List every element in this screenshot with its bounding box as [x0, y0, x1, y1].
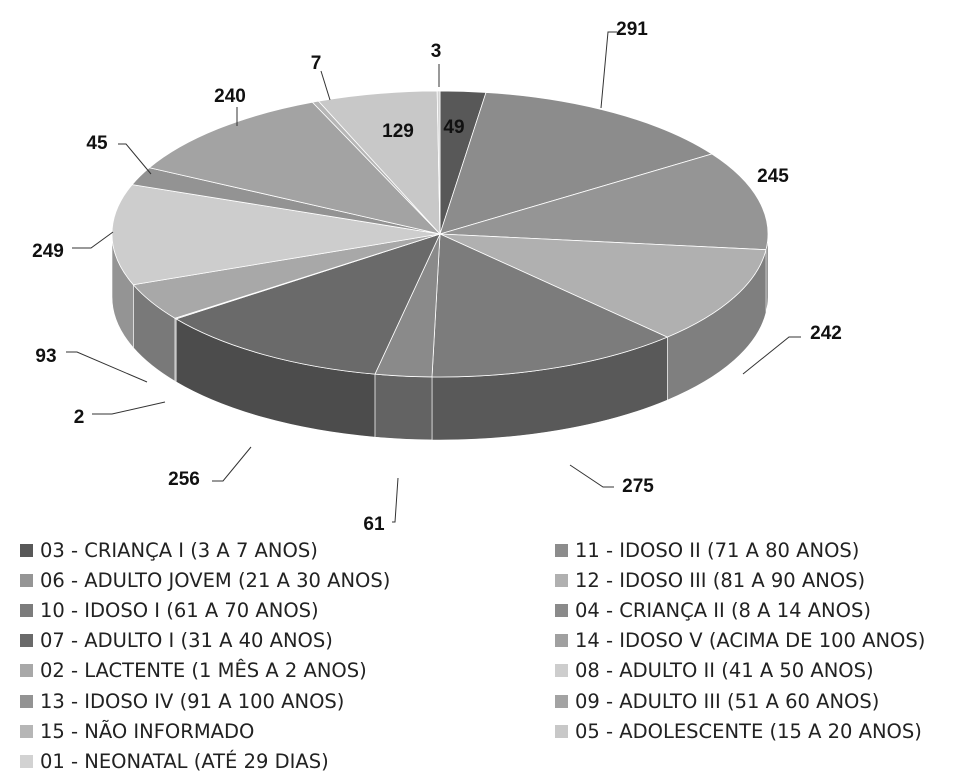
legend-label: 02 - LACTENTE (1 MÊS A 2 ANOS) [40, 659, 367, 683]
legend-item: 13 - IDOSO IV (91 A 100 ANOS) [20, 688, 344, 714]
pie-slice-09 [148, 101, 442, 235]
legend-item: 08 - ADULTO II (41 A 50 ANOS) [555, 658, 874, 684]
leader-line-2 [92, 401, 166, 415]
leader-line-291 [600, 31, 617, 109]
legend-item: 14 - IDOSO V (ACIMA DE 100 ANOS) [555, 628, 925, 654]
legend-item: 10 - IDOSO I (61 A 70 ANOS) [20, 597, 319, 623]
legend-label: 04 - CRIANÇA II (8 A 14 ANOS) [575, 598, 871, 622]
pie-slice-07 [175, 233, 441, 375]
legend-swatch [555, 634, 568, 648]
leader-line-61 [392, 477, 399, 523]
pie-slice-12 [439, 233, 767, 338]
legend-swatch [20, 573, 33, 587]
pie-slice-06 [439, 153, 769, 251]
legend-item: 01 - NEONATAL (ATÉ 29 DIAS) [20, 748, 329, 774]
data-label-3: 3 [431, 41, 442, 62]
pie-slice-01 [436, 90, 441, 235]
data-label-93: 93 [35, 346, 56, 367]
data-label-240: 240 [214, 86, 246, 107]
pie-chart: 49 291 245 242 275 61 256 2 93 249 45 240 7 129 3 [32, 19, 842, 535]
legend-item: 05 - ADOLESCENTE (15 A 20 ANOS) [555, 718, 922, 744]
pie-slice-08 [111, 184, 441, 286]
legend-label: 14 - IDOSO V (ACIMA DE 100 ANOS) [575, 629, 926, 653]
pie-slice-10 [431, 233, 669, 378]
legend-swatch [555, 664, 568, 678]
data-label-242: 242 [810, 323, 842, 344]
legend-label: 13 - IDOSO IV (91 A 100 ANOS) [40, 689, 345, 713]
legend-label: 10 - IDOSO I (61 A 70 ANOS) [40, 598, 319, 622]
legend-swatch [555, 573, 568, 587]
legend-item: 09 - ADULTO III (51 A 60 ANOS) [555, 688, 879, 714]
legend-label: 07 - ADULTO I (31 A 40 ANOS) [40, 629, 333, 653]
legend-item: 15 - NÃO INFORMADO [20, 718, 254, 744]
legend-swatch [20, 634, 33, 648]
legend-label: 03 - CRIANÇA I (3 A 7 ANOS) [40, 538, 318, 562]
leader-line-93 [66, 351, 148, 383]
leader-line-249 [72, 231, 114, 249]
legend-swatch [20, 694, 33, 708]
legend-label: 15 - NÃO INFORMADO [40, 719, 255, 743]
legend-item: 02 - LACTENTE (1 MÊS A 2 ANOS) [20, 658, 367, 684]
data-label-249: 249 [32, 241, 64, 262]
data-label-7: 7 [311, 53, 322, 74]
pie-top-slices [111, 90, 769, 378]
legend-swatch [20, 724, 33, 738]
data-labels: 49 291 245 242 275 61 256 2 93 249 45 240 7 129 3 [32, 19, 842, 535]
legend-item: 12 - IDOSO III (81 A 90 ANOS) [555, 567, 865, 593]
legend-swatch [20, 603, 33, 617]
data-label-256: 256 [168, 469, 200, 490]
legend-swatch [20, 754, 33, 768]
label-leader-lines [66, 31, 801, 523]
pie-slice-05 [317, 90, 441, 236]
legend-swatch [20, 543, 33, 557]
legend-label: 09 - ADULTO III (51 A 60 ANOS) [575, 689, 880, 713]
data-label-49: 49 [443, 117, 464, 138]
leader-line-7 [320, 70, 331, 101]
legend-item: 06 - ADULTO JOVEM (21 A 30 ANOS) [20, 567, 390, 593]
legend-label: 12 - IDOSO III (81 A 90 ANOS) [575, 568, 866, 592]
leader-line-45 [118, 143, 152, 175]
legend-label: 11 - IDOSO II (71 A 80 ANOS) [575, 538, 860, 562]
legend-label: 08 - ADULTO II (41 A 50 ANOS) [575, 659, 874, 683]
data-label-245: 245 [757, 166, 789, 187]
data-label-45: 45 [86, 133, 108, 154]
legend-swatch [555, 603, 568, 617]
legend-swatch [20, 664, 33, 678]
legend-swatch [555, 694, 568, 708]
pie-slice-11 [439, 91, 713, 235]
leader-line-242 [742, 336, 801, 375]
data-label-275: 275 [622, 476, 654, 497]
leader-line-256 [212, 446, 252, 482]
legend-label: 05 - ADOLESCENTE (15 A 20 ANOS) [575, 719, 922, 743]
legend-swatch [555, 724, 568, 738]
legend-item: 03 - CRIANÇA I (3 A 7 ANOS) [20, 537, 318, 563]
legend-swatch [555, 543, 568, 557]
legend-item: 11 - IDOSO II (71 A 80 ANOS) [555, 537, 859, 563]
legend-label: 01 - NEONATAL (ATÉ 29 DIAS) [40, 749, 329, 773]
data-label-129: 129 [382, 121, 414, 142]
legend-item: 07 - ADULTO I (31 A 40 ANOS) [20, 628, 333, 654]
data-label-291: 291 [616, 19, 648, 40]
data-label-61: 61 [363, 514, 385, 535]
legend-item: 04 - CRIANÇA II (8 A 14 ANOS) [555, 597, 871, 623]
data-label-2: 2 [74, 407, 85, 428]
leader-line-275 [569, 464, 614, 488]
legend-label: 06 - ADULTO JOVEM (21 A 30 ANOS) [40, 568, 391, 592]
pie-side-walls [111, 233, 769, 441]
